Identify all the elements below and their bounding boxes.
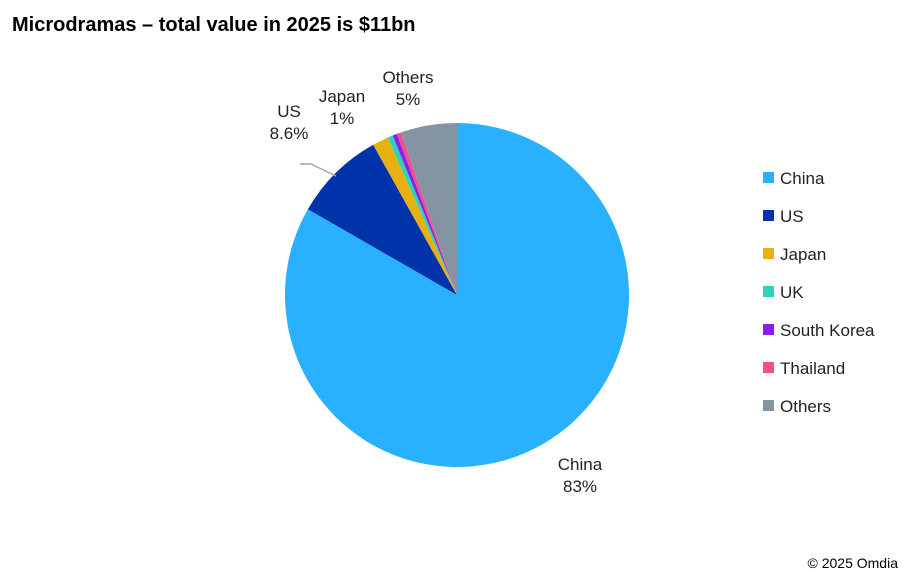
legend-entry: Thailand bbox=[780, 359, 845, 378]
pie-slice-china bbox=[284, 123, 629, 467]
data-label-value: 8.6% bbox=[270, 124, 309, 143]
legend-entry: South Korea bbox=[780, 321, 875, 340]
legend-entry: US bbox=[780, 207, 804, 226]
legend-swatch bbox=[763, 286, 774, 297]
legend-swatch bbox=[763, 324, 774, 335]
chart-title: Microdramas – total value in 2025 is $11… bbox=[12, 14, 416, 36]
data-label-name: US bbox=[277, 102, 301, 121]
legend-entry: Others bbox=[780, 397, 831, 416]
data-label-name: Japan bbox=[319, 87, 365, 106]
pie-slice-thailand bbox=[396, 132, 457, 295]
legend-swatch bbox=[763, 400, 774, 411]
data-label-value: 83% bbox=[563, 477, 597, 496]
pie-slice-us bbox=[307, 144, 457, 295]
legend-swatch bbox=[763, 172, 774, 183]
data-label-name: China bbox=[558, 455, 603, 474]
legend-swatch bbox=[763, 210, 774, 221]
data-label-name: Others bbox=[382, 68, 433, 87]
legend-swatch bbox=[763, 362, 774, 373]
legend-swatch bbox=[763, 248, 774, 259]
data-label-value: 1% bbox=[330, 109, 355, 128]
pie-slice-others bbox=[400, 123, 457, 295]
legend-entry: China bbox=[780, 169, 825, 188]
data-label-value: 5% bbox=[396, 90, 421, 109]
legend-entry: Japan bbox=[780, 245, 826, 264]
legend-entry: UK bbox=[780, 283, 804, 302]
pie-slice-uk bbox=[387, 135, 457, 295]
leader-line bbox=[300, 163, 337, 177]
pie-slice-japan bbox=[373, 137, 457, 295]
copyright-credit: © 2025 Omdia bbox=[807, 555, 898, 571]
pie-slice-south-korea bbox=[392, 133, 457, 295]
